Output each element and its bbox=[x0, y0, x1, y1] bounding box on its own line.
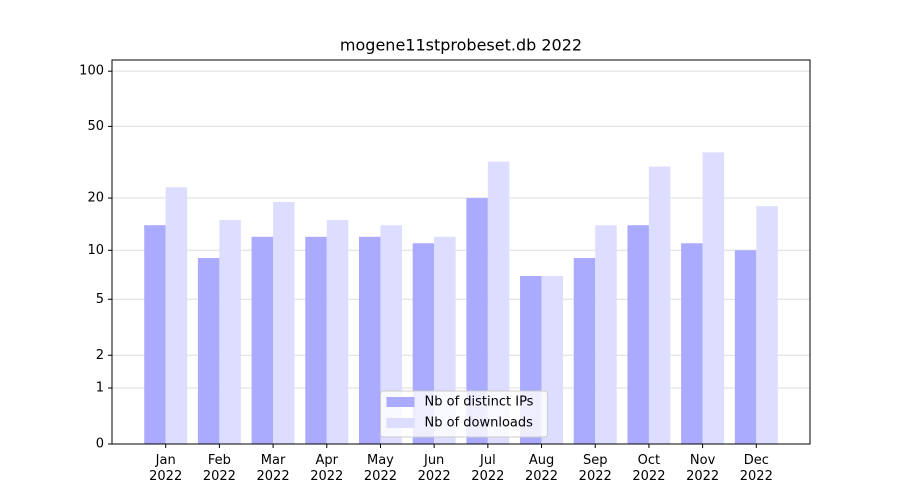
bar bbox=[734, 250, 757, 444]
bar bbox=[702, 152, 725, 444]
chart-title: mogene11stprobeset.db 2022 bbox=[340, 36, 582, 55]
x-tick-label: Oct 2022 bbox=[632, 453, 666, 484]
legend-label: Nb of distinct IPs bbox=[425, 395, 534, 410]
y-tick-label: 50 bbox=[87, 119, 104, 134]
x-tick-label: Apr 2022 bbox=[310, 453, 344, 484]
x-tick-label: Nov 2022 bbox=[686, 453, 720, 484]
x-tick-label: Mar 2022 bbox=[256, 453, 290, 484]
bar bbox=[627, 225, 649, 444]
x-tick-label: Dec 2022 bbox=[739, 453, 773, 484]
x-tick-label: May 2022 bbox=[363, 453, 397, 484]
legend-swatch bbox=[386, 418, 415, 428]
y-tick-label: 0 bbox=[96, 437, 104, 452]
bar bbox=[144, 225, 166, 444]
bar bbox=[251, 236, 274, 444]
legend: Nb of distinct IPs Nb of downloads bbox=[380, 390, 548, 438]
legend-swatch bbox=[386, 397, 415, 407]
x-tick-label: Feb 2022 bbox=[202, 453, 236, 484]
x-tick-label: Sep 2022 bbox=[578, 453, 612, 484]
plot-frame bbox=[111, 59, 811, 445]
bar bbox=[197, 257, 220, 444]
bar bbox=[595, 225, 617, 444]
y-tick-label: 20 bbox=[87, 191, 104, 206]
bar bbox=[466, 198, 488, 444]
x-tick-label: Aug 2022 bbox=[524, 453, 559, 484]
x-tick-label: Jun 2022 bbox=[417, 453, 451, 484]
bar bbox=[487, 161, 510, 444]
bar bbox=[165, 187, 188, 444]
bar bbox=[305, 236, 327, 444]
bar bbox=[756, 206, 778, 444]
legend-label: Nb of downloads bbox=[425, 416, 534, 431]
bar bbox=[681, 243, 703, 444]
bar bbox=[358, 236, 381, 444]
bar bbox=[273, 202, 295, 444]
y-tick-label: 100 bbox=[79, 64, 104, 79]
y-tick-label: 5 bbox=[96, 292, 104, 307]
bar bbox=[326, 220, 349, 444]
bar bbox=[648, 166, 671, 444]
y-tick-label: 1 bbox=[96, 381, 104, 396]
y-tick-label: 10 bbox=[87, 243, 104, 258]
x-tick-label: Jul 2022 bbox=[471, 453, 505, 484]
bar bbox=[380, 225, 402, 444]
bar bbox=[219, 220, 241, 444]
y-tick-label: 2 bbox=[96, 348, 104, 363]
bar bbox=[573, 257, 596, 444]
legend-box bbox=[380, 390, 548, 438]
x-tick-label: Jan 2022 bbox=[149, 453, 183, 484]
